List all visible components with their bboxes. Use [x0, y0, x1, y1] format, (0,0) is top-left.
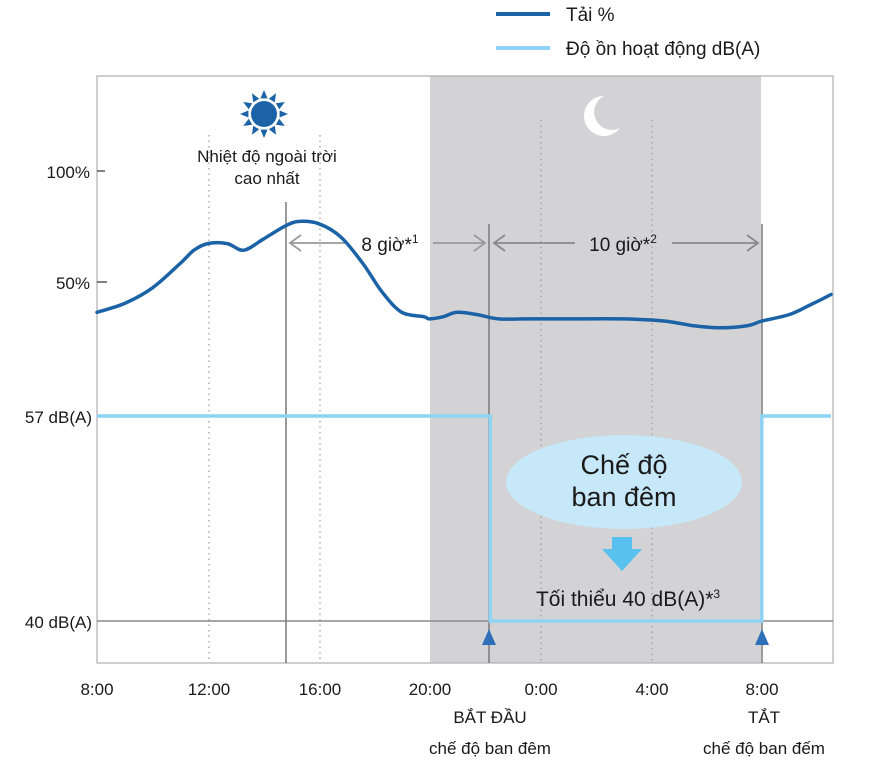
peak-temp-label-line2: cao nhất — [234, 169, 299, 188]
min-noise-label: Tối thiểu 40 dB(A)*3 — [536, 587, 720, 611]
x-tick-2: 16:00 — [299, 680, 342, 699]
tick-label-100: 100% — [47, 163, 90, 182]
sun-ray — [252, 93, 260, 103]
night-mode-bubble — [506, 435, 742, 529]
span-arrow-10h — [492, 234, 760, 252]
span-arrow-8h — [288, 234, 487, 252]
x-tick-6: 8:00 — [745, 680, 778, 699]
night-mode-label-line2: ban đêm — [571, 482, 676, 512]
sun-ray — [268, 93, 276, 103]
x-tick-3: 20:00 — [409, 680, 452, 699]
noise-series-line — [97, 414, 831, 623]
sun-ray — [279, 110, 288, 118]
legend-noise-label: Độ ồn hoạt động dB(A) — [566, 39, 760, 60]
plot-frame — [96, 75, 834, 664]
night-shade — [430, 76, 761, 663]
down-arrow-icon — [602, 537, 642, 571]
moon-icon — [584, 96, 620, 136]
stop-label-line1: TẮT — [748, 708, 780, 727]
sun-ray — [275, 102, 285, 110]
sun-ray — [252, 125, 260, 135]
legend-load-label: Tải % — [566, 5, 615, 26]
sun-ray — [275, 118, 285, 126]
start-marker-icon — [482, 629, 496, 645]
x-tick-5: 4:00 — [635, 680, 668, 699]
sun-icon — [240, 90, 288, 138]
tick-label-57db: 57 dB(A) — [25, 408, 92, 427]
x-tick-1: 12:00 — [188, 680, 231, 699]
start-label-line2: chế độ ban đêm — [429, 739, 551, 758]
span-label-10h: 10 giờ*2 — [589, 232, 657, 256]
y-axis: 100% 50% 57 dB(A) 40 dB(A) — [25, 163, 107, 632]
tick-label-40db: 40 dB(A) — [25, 613, 92, 632]
tick-label-50: 50% — [56, 274, 90, 293]
start-label-line1: BẮT ĐẦU — [453, 708, 526, 727]
stop-marker-icon — [755, 629, 769, 645]
peak-temp-label-line1: Nhiệt độ ngoài trời — [197, 147, 337, 166]
sun-ray — [243, 102, 253, 110]
legend: Tải % Độ ồn hoạt động dB(A) — [496, 5, 760, 60]
night-mode-label-line1: Chế độ — [580, 450, 667, 480]
sun-ray — [243, 118, 253, 126]
sun-ray — [260, 129, 268, 138]
sun-ray — [240, 110, 249, 118]
sun-ray — [268, 125, 276, 135]
stop-label-line2: chế độ ban đếm — [703, 739, 825, 758]
x-axis: 8:00 12:00 16:00 20:00 0:00 4:00 8:00 — [80, 680, 778, 699]
span-label-8h: 8 giờ*1 — [361, 232, 419, 256]
x-tick-4: 0:00 — [524, 680, 557, 699]
load-series-line — [95, 219, 833, 330]
sun-ray — [260, 90, 268, 99]
x-tick-0: 8:00 — [80, 680, 113, 699]
